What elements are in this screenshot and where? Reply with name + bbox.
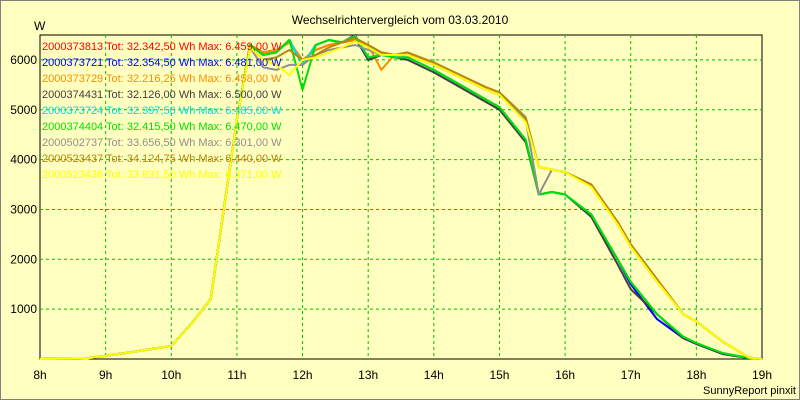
legend-entry-2000373724: 2000373724 Tot: 32.397,50 Wh Max: 6.485,…: [42, 105, 282, 117]
x-tick-label: 11h: [227, 368, 246, 382]
x-tick-label: 18h: [686, 368, 706, 382]
chart-title: Wechselrichtervergleich vom 03.03.2010: [292, 13, 509, 27]
x-tick-label: 10h: [161, 368, 181, 382]
x-tick-label: 12h: [293, 368, 313, 382]
y-tick-label: 4000: [10, 153, 37, 167]
legend: 2000373813 Tot: 32.342,50 Wh Max: 6.459,…: [42, 41, 282, 181]
legend-entry-2000523437: 2000523437 Tot: 34.124,75 Wh Max: 6.440,…: [42, 153, 282, 165]
y-tick-label: 1000: [10, 302, 37, 316]
x-tick-label: 13h: [358, 368, 378, 382]
legend-entry-2000373721: 2000373721 Tot: 32.354,50 Wh Max: 6.481,…: [42, 57, 282, 69]
y-tick-label: 3000: [10, 202, 37, 216]
legend-entry-2000373813: 2000373813 Tot: 32.342,50 Wh Max: 6.459,…: [42, 41, 282, 53]
series-lines: [39, 34, 763, 360]
x-tick-label: 15h: [489, 368, 509, 382]
x-tick-label: 14h: [424, 368, 444, 382]
legend-entry-2000374431: 2000374431 Tot: 32.126,00 Wh Max: 6.500,…: [42, 89, 282, 101]
x-tick-label: 8h: [33, 368, 46, 382]
legend-entry-2000374404: 2000374404 Tot: 32.415,50 Wh Max: 6.470,…: [42, 121, 282, 133]
y-tick-label: 5000: [10, 103, 37, 117]
x-tick-label: 19h: [752, 368, 772, 382]
legend-entry-2000373729: 2000373729 Tot: 32.216,25 Wh Max: 6.458,…: [42, 73, 282, 85]
footer-credit: SunnyReport pinxit: [703, 385, 796, 397]
plot-area: [39, 34, 763, 360]
y-tick-label: 6000: [10, 53, 37, 67]
series-line-2000523438: [39, 40, 763, 360]
legend-entry-2000523438: 2000523438 Tot: 33.831,50 Wh Max: 6.371,…: [42, 169, 282, 181]
x-tick-label: 17h: [621, 368, 641, 382]
x-tick-label: 9h: [99, 368, 112, 382]
y-tick-label: 2000: [10, 252, 37, 266]
axis-tick-labels: 8h 9h 10h 11h 12h 13h 14h 15h 16h 17h 18h 19h 1000 20…: [10, 53, 772, 382]
legend-entry-2000502737: 2000502737 Tot: 33.656,50 Wh Max: 6.301,…: [42, 137, 282, 149]
x-tick-label: 16h: [555, 368, 575, 382]
y-axis-label: W: [34, 19, 46, 33]
